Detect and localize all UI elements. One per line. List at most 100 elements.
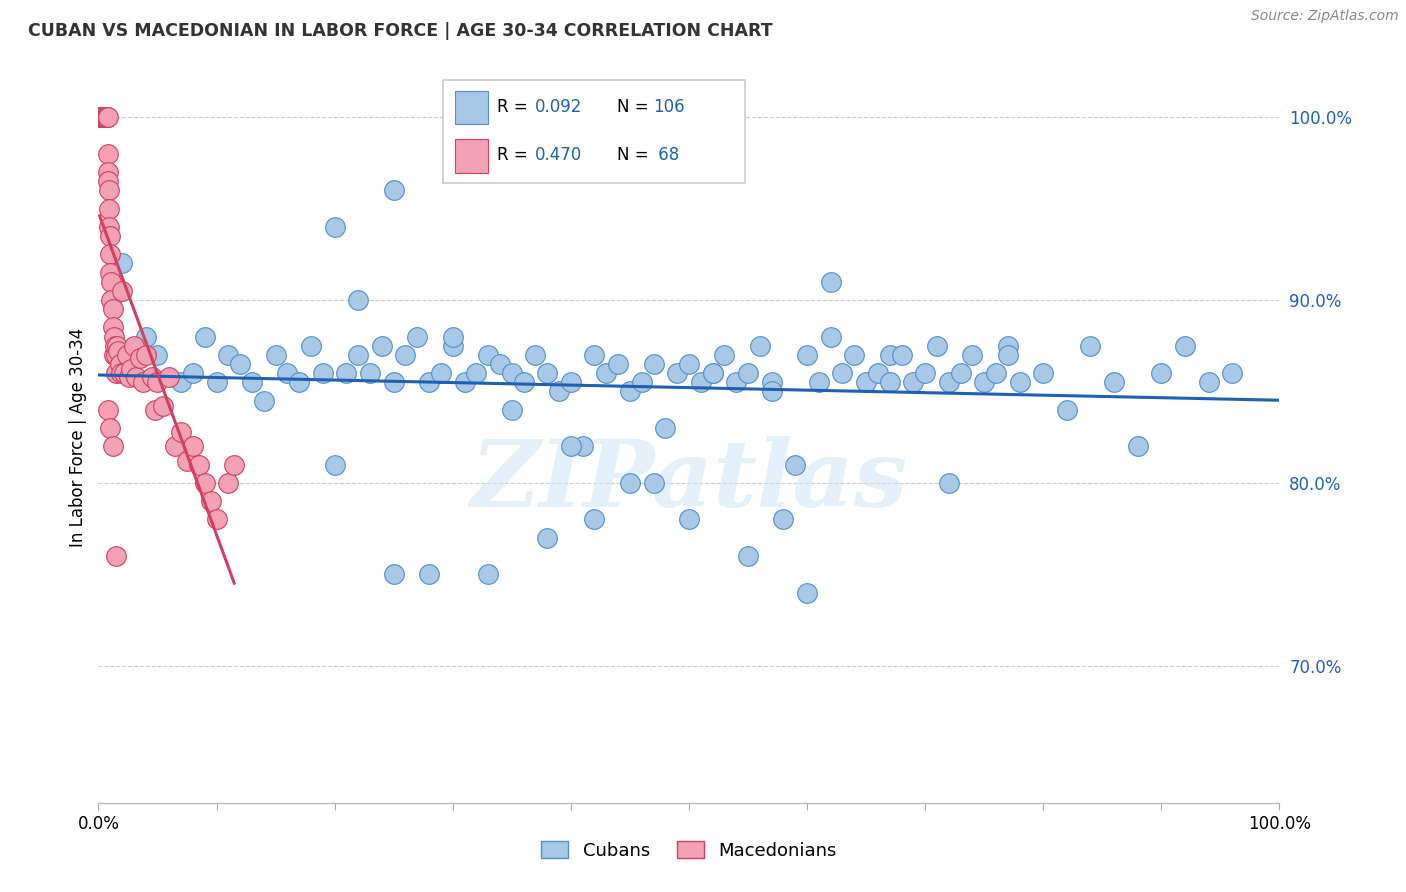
Point	[347, 293, 370, 307]
Point	[170, 375, 193, 389]
Point	[984, 366, 1007, 380]
Point	[761, 375, 783, 389]
Point	[855, 375, 877, 389]
Text: 0.470: 0.470	[536, 146, 582, 164]
Point	[1126, 439, 1149, 453]
Point	[619, 475, 641, 490]
Point	[96, 110, 118, 124]
Point	[418, 567, 440, 582]
Point	[382, 183, 405, 197]
Point	[1150, 366, 1173, 380]
Point	[98, 202, 121, 216]
Point	[105, 366, 128, 380]
Point	[560, 439, 582, 453]
Point	[187, 458, 209, 472]
Point	[465, 366, 488, 380]
Point	[737, 366, 759, 380]
Point	[1220, 366, 1243, 380]
Point	[643, 357, 665, 371]
Point	[93, 110, 115, 124]
Point	[678, 357, 700, 371]
Point	[194, 475, 217, 490]
Point	[135, 348, 157, 362]
Point	[371, 338, 394, 352]
Point	[831, 366, 853, 380]
Point	[903, 375, 925, 389]
Point	[128, 351, 150, 366]
Point	[89, 110, 111, 124]
Point	[101, 301, 124, 316]
Point	[973, 375, 995, 389]
Point	[118, 369, 141, 384]
Point	[100, 293, 122, 307]
Point	[157, 369, 180, 384]
Point	[110, 366, 132, 380]
Point	[501, 366, 523, 380]
Point	[619, 384, 641, 399]
Point	[430, 366, 453, 380]
Point	[107, 344, 129, 359]
Text: N =: N =	[617, 146, 654, 164]
Point	[489, 357, 512, 371]
Point	[91, 110, 114, 124]
Point	[501, 402, 523, 417]
Point	[170, 425, 193, 439]
Point	[312, 366, 335, 380]
Point	[135, 329, 157, 343]
Point	[103, 348, 125, 362]
Point	[630, 375, 652, 389]
Point	[702, 366, 724, 380]
Point	[97, 146, 120, 161]
Point	[997, 338, 1019, 352]
Point	[347, 348, 370, 362]
Point	[93, 110, 115, 124]
Point	[1174, 338, 1197, 352]
Point	[104, 338, 127, 352]
Point	[299, 338, 322, 352]
Point	[820, 329, 842, 343]
Point	[253, 393, 276, 408]
Point	[1080, 338, 1102, 352]
Point	[583, 512, 606, 526]
Point	[844, 348, 866, 362]
Point	[217, 475, 239, 490]
Point	[678, 512, 700, 526]
Point	[441, 329, 464, 343]
Point	[382, 375, 405, 389]
Point	[143, 402, 166, 417]
Point	[323, 458, 346, 472]
Point	[217, 348, 239, 362]
Text: Source: ZipAtlas.com: Source: ZipAtlas.com	[1251, 9, 1399, 23]
Point	[152, 399, 174, 413]
Point	[105, 338, 128, 352]
Point	[1102, 375, 1125, 389]
Point	[181, 366, 204, 380]
Point	[689, 375, 711, 389]
Point	[200, 494, 222, 508]
Point	[96, 110, 118, 124]
Point	[224, 458, 246, 472]
Point	[101, 320, 124, 334]
FancyBboxPatch shape	[443, 80, 745, 183]
Text: 0.092: 0.092	[536, 98, 582, 117]
Point	[595, 366, 617, 380]
Point	[111, 256, 134, 270]
Point	[125, 369, 148, 384]
Point	[772, 512, 794, 526]
Point	[181, 439, 204, 453]
Point	[98, 228, 121, 243]
Point	[112, 366, 135, 380]
Point	[418, 375, 440, 389]
Point	[702, 366, 724, 380]
Point	[98, 421, 121, 435]
Point	[146, 348, 169, 362]
Point	[807, 375, 830, 389]
Point	[914, 366, 936, 380]
Point	[335, 366, 357, 380]
Point	[105, 549, 128, 563]
Point	[141, 369, 163, 384]
Point	[477, 348, 499, 362]
Point	[737, 549, 759, 563]
Point	[406, 329, 429, 343]
Point	[866, 366, 889, 380]
